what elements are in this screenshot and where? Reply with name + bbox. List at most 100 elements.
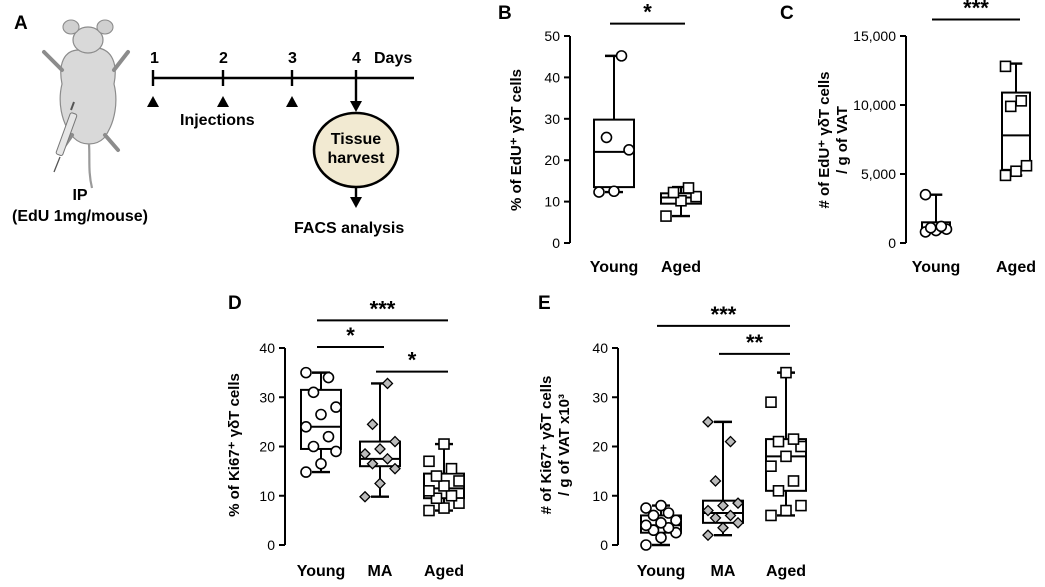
data-point (1020, 159, 1033, 172)
y-tick-label: 20 (544, 152, 560, 168)
y-tick-label: 10 (592, 488, 608, 504)
panel-label-e: E (538, 293, 551, 314)
harvest-label: harvest (328, 150, 386, 167)
category-label-ma: MA (711, 563, 736, 580)
mouse-ear-left (62, 19, 80, 35)
y-tick-label: 5,000 (861, 166, 896, 182)
data-point (430, 492, 443, 505)
data-point (702, 529, 714, 542)
injection-marker-3 (286, 96, 298, 107)
data-point (389, 462, 401, 475)
data-point (453, 497, 465, 509)
data-point (780, 450, 792, 463)
data-point (724, 435, 737, 448)
y-axis-label: % of EdU⁺ γδT cells (508, 69, 525, 211)
y-tick-label: 30 (259, 389, 275, 405)
data-point (675, 194, 687, 207)
data-point (655, 517, 667, 529)
mouse-tail (87, 143, 94, 189)
data-point (999, 169, 1012, 182)
significance-label: ** (746, 330, 764, 355)
y-tick-label: 0 (888, 235, 896, 251)
y-axis-label: / g of VAT x10³ (556, 394, 573, 496)
y-axis-label: / g of VAT (834, 106, 851, 174)
mouse-leg-right (103, 133, 120, 152)
data-point (732, 497, 744, 510)
data-point (655, 531, 667, 544)
data-point (772, 485, 785, 497)
y-tick-label: 40 (544, 69, 560, 85)
injection-marker-1 (147, 96, 159, 107)
data-point (999, 60, 1012, 73)
data-point (660, 210, 672, 222)
data-point (787, 475, 800, 487)
data-point (593, 186, 605, 198)
dose-label: (EdU 1mg/mouse) (12, 208, 148, 225)
data-point (682, 182, 695, 194)
day-label-2: 2 (219, 50, 228, 67)
significance-label: *** (963, 0, 989, 20)
y-tick-label: 20 (259, 439, 275, 455)
y-tick-label: 0 (552, 235, 560, 251)
significance-label: *** (711, 302, 737, 327)
data-point (366, 418, 379, 431)
category-label-aged: Aged (661, 259, 701, 276)
data-point (787, 433, 800, 445)
data-point (423, 485, 435, 497)
data-point (315, 457, 327, 470)
data-point (438, 480, 450, 492)
y-tick-label: 0 (267, 537, 275, 553)
category-label-young: Young (637, 563, 686, 580)
data-point (300, 366, 312, 379)
data-point (359, 447, 371, 460)
data-point (445, 462, 458, 475)
data-point (315, 408, 327, 421)
significance-label: * (643, 0, 652, 25)
y-tick-label: 40 (592, 340, 608, 356)
data-point (322, 371, 335, 384)
syringe-icon (53, 101, 78, 173)
data-point (780, 366, 792, 379)
data-point (453, 475, 465, 487)
y-tick-label: 10,000 (853, 97, 896, 113)
y-axis-label: % of Ki67⁺ γδT cells (226, 373, 243, 517)
data-point (780, 504, 792, 517)
mouse-arm-left (42, 50, 64, 72)
data-point (702, 504, 714, 517)
data-point (717, 521, 729, 534)
day-label-1: 1 (150, 50, 159, 67)
day-label-4: 4 (352, 50, 361, 67)
injections-label: Injections (180, 112, 255, 129)
mouse-ear-right (96, 19, 114, 35)
data-point (795, 440, 807, 453)
significance-label: * (408, 348, 417, 373)
panel-e-chart: E 0 10 20 30 40 # of Ki67⁺ γδT cells / g of VAT… (538, 293, 807, 580)
tissue-label: Tissue (331, 131, 382, 148)
category-label-ma: MA (368, 563, 393, 580)
data-point (772, 435, 785, 448)
panel-a-schematic: A IP (EdU 1mg/mouse) (12, 13, 414, 237)
day-label-3: 3 (288, 50, 297, 67)
panel-label-c: C (780, 3, 794, 24)
y-tick-label: 50 (544, 28, 560, 44)
data-point (438, 438, 450, 450)
data-point (640, 519, 652, 532)
data-point (374, 443, 386, 455)
y-tick-label: 10 (259, 488, 275, 504)
facs-arrow-head (350, 197, 362, 208)
panel-d-chart: D 0 10 20 30 40 % of Ki67⁺ γδT cells Young MA Age… (226, 293, 465, 580)
category-label-aged: Aged (766, 563, 806, 580)
data-point (359, 490, 371, 503)
y-tick-label: 30 (544, 111, 560, 127)
data-point (423, 504, 435, 517)
y-tick-label: 30 (592, 389, 608, 405)
y-tick-label: 40 (259, 340, 275, 356)
data-point (307, 386, 320, 399)
significance-label: *** (370, 296, 396, 321)
category-label-aged: Aged (424, 563, 464, 580)
data-point (670, 514, 682, 527)
panel-b-chart: B 0 10 20 30 40 50 % of EdU⁺ γδT cells Young Aged… (498, 0, 702, 276)
data-point (702, 415, 714, 428)
